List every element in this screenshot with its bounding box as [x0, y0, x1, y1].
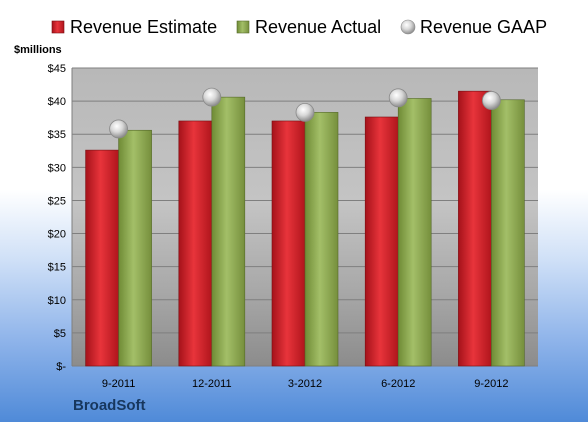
marker-revenue-gaap [202, 87, 222, 107]
y-tick-label: $40 [48, 96, 66, 108]
y-tick-label: $45 [48, 63, 66, 75]
marker-revenue-gaap [295, 102, 315, 122]
legend-label: Revenue Estimate [70, 17, 217, 37]
bar-revenue-actual [491, 99, 525, 367]
bar-revenue-estimate [178, 120, 213, 367]
bar-revenue-estimate [85, 149, 119, 367]
bar-revenue-estimate [271, 120, 306, 367]
company-name: BroadSoft [73, 397, 146, 414]
y-tick-label: $- [56, 361, 66, 373]
bar-revenue-actual [397, 98, 432, 367]
x-tick-label: 9-2011 [102, 378, 135, 390]
bar-revenue-actual [211, 96, 246, 367]
legend-item-gaap: Revenue GAAP [400, 17, 547, 37]
legend-label: Revenue GAAP [420, 17, 547, 37]
bar-revenue-actual [118, 129, 152, 367]
x-tick-label: 6-2012 [381, 378, 415, 390]
marker-revenue-gaap [481, 91, 501, 110]
y-tick-label: $35 [48, 129, 66, 141]
y-tick-label: $5 [54, 328, 66, 340]
y-tick-label: $10 [48, 295, 66, 307]
marker-revenue-gaap [388, 88, 408, 108]
legend-item-estimate: Revenue Estimate [51, 17, 217, 37]
x-tick-label: 9-2012 [474, 378, 508, 390]
legend-item-actual: Revenue Actual [236, 17, 381, 37]
legend-label: Revenue Actual [255, 17, 381, 37]
bar-revenue-estimate [364, 116, 399, 367]
y-tick-label: $25 [48, 195, 66, 207]
bar-revenue-actual [304, 112, 339, 367]
bar-revenue-estimate [458, 90, 492, 367]
legend-swatch [51, 20, 65, 34]
x-tick-label: 3-2012 [288, 378, 322, 390]
marker-revenue-gaap [109, 119, 128, 139]
y-axis-unit-label: $millions [14, 44, 62, 56]
legend-swatch [236, 20, 250, 34]
y-tick-label: $15 [48, 262, 66, 274]
legend-swatch [400, 19, 416, 35]
x-tick-label: 12-2011 [192, 378, 232, 390]
y-tick-label: $20 [48, 229, 66, 241]
y-tick-label: $30 [48, 162, 66, 174]
